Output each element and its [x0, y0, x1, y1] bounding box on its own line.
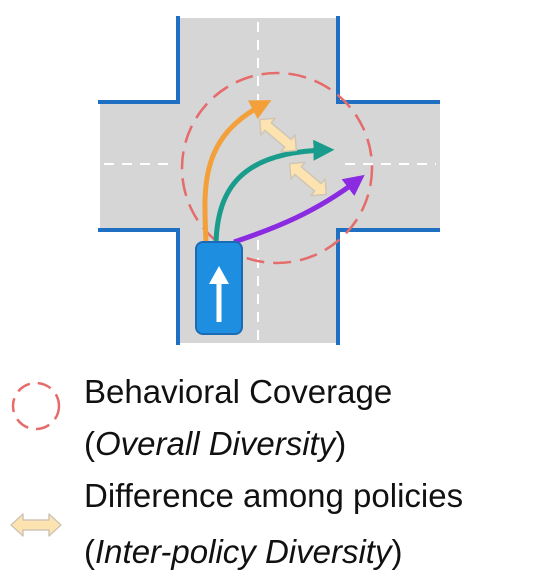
trajectory-teal — [213, 139, 335, 243]
curb-top-right — [336, 16, 440, 104]
legend-coverage-title: Behavioral Coverage — [84, 373, 393, 410]
intersection-diagram — [98, 16, 440, 345]
trajectory-orange — [202, 100, 272, 243]
coverage-circle — [180, 71, 374, 265]
double-headed-arrow-icon — [10, 513, 62, 537]
paren-close: ) — [335, 425, 347, 462]
difference-arrow-1 — [258, 117, 298, 153]
road-curbs — [98, 16, 440, 345]
curb-top-left — [98, 16, 180, 104]
paren-close: ) — [391, 533, 403, 570]
curb-bottom-left — [98, 228, 180, 345]
curb-bottom-right — [336, 228, 440, 345]
legend-difference: Difference among policies (Inter-policy … — [0, 470, 552, 580]
legend-coverage-italic: Overall Diversity — [95, 425, 336, 462]
road-surface — [100, 18, 440, 343]
paren-open: ( — [84, 425, 95, 462]
car-direction-arrow-head — [209, 266, 229, 284]
trajectory-purple — [233, 174, 365, 245]
legend-coverage-subtitle: (Overall Diversity) — [84, 424, 346, 464]
paren-open: ( — [84, 533, 95, 570]
legend-difference-title: Difference among policies — [84, 477, 464, 514]
legend-coverage: Behavioral Coverage (Overall Diversity) — [0, 366, 552, 462]
lane-markings — [104, 22, 436, 340]
car-icon — [195, 241, 243, 335]
difference-arrow-2 — [288, 161, 328, 197]
dashed-circle-icon — [11, 381, 61, 431]
legend-difference-italic: Inter-policy Diversity — [95, 533, 392, 570]
legend-difference-subtitle: (Inter-policy Diversity) — [84, 532, 402, 572]
